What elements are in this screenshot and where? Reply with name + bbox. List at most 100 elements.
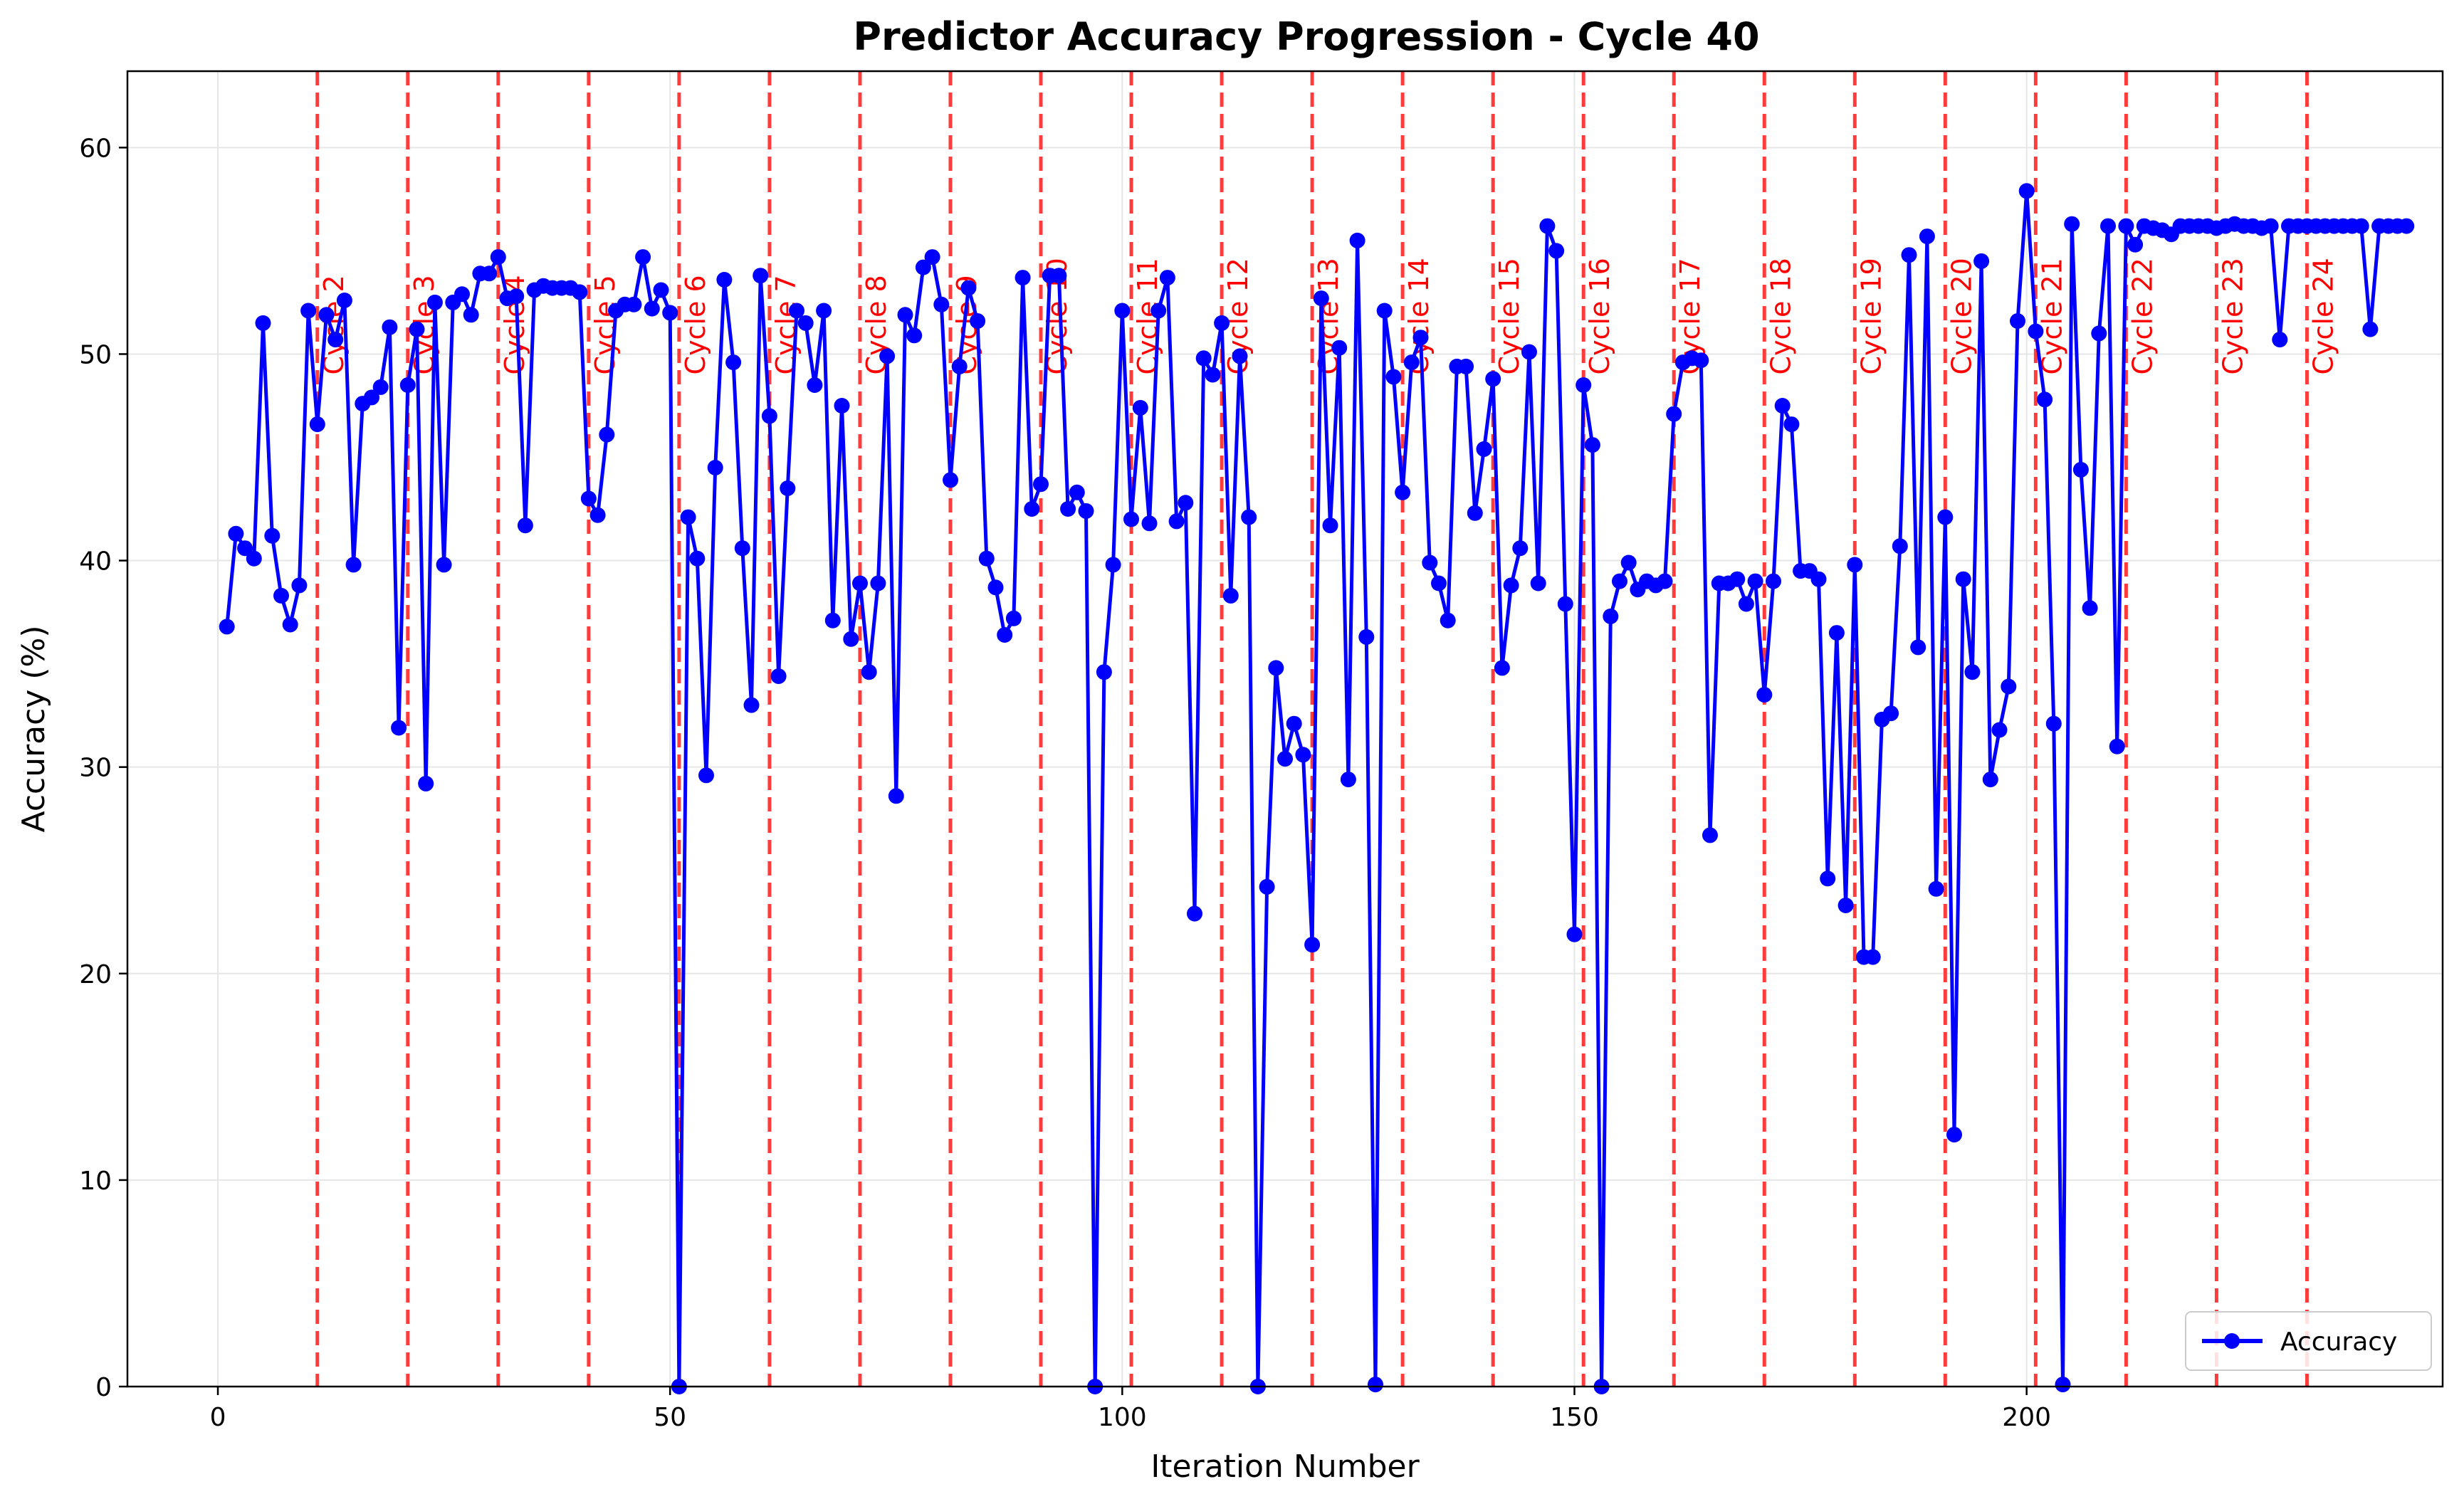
data-point [743, 697, 760, 713]
data-point [2082, 600, 2098, 616]
data-point [1901, 247, 1917, 263]
data-point [807, 377, 823, 393]
data-point [2045, 715, 2062, 732]
data-point [1828, 625, 1845, 641]
data-point [1123, 511, 1139, 527]
data-point [1005, 610, 1022, 626]
data-point [1431, 575, 1447, 591]
x-tick-label: 150 [1550, 1403, 1599, 1432]
data-point [870, 575, 886, 591]
cycle-markers: Cycle 2 Cycle 3 Cycle 4 Cycle 5 Cycle 6 Cycle… [315, 71, 2339, 1387]
data-point [1385, 369, 1402, 385]
data-point [1467, 505, 1483, 521]
data-point [915, 259, 931, 275]
data-point [1214, 315, 1230, 331]
data-point [1837, 898, 1854, 913]
data-point [399, 377, 416, 393]
data-point [707, 460, 723, 475]
data-point [960, 280, 977, 296]
data-point [1259, 878, 1275, 895]
data-point [1187, 905, 1202, 922]
data-point [1612, 573, 1627, 589]
data-point [1132, 399, 1148, 416]
y-axis-label: Accuracy (%) [16, 625, 52, 832]
cycle-marker-label: Cycle 16 [1584, 258, 1615, 374]
cycle-marker-label: Cycle 19 [1855, 258, 1887, 374]
cycle-marker-label: Cycle 23 [2217, 258, 2248, 374]
data-point [626, 296, 642, 312]
data-point [2127, 236, 2144, 253]
data-point [1810, 571, 1827, 587]
data-point [1304, 937, 1321, 953]
data-point [978, 550, 995, 567]
data-point [273, 587, 289, 604]
data-point [2010, 313, 2025, 329]
data-point [599, 426, 615, 443]
data-point [1738, 596, 1754, 612]
data-point [1322, 517, 1338, 534]
data-point [897, 307, 913, 323]
data-point [1865, 949, 1881, 965]
series-accuracy [219, 183, 2415, 1394]
data-point [2362, 321, 2379, 337]
data-point [1512, 540, 1529, 557]
data-point [327, 332, 344, 348]
x-tick-label: 200 [2002, 1403, 2051, 1432]
data-point [644, 300, 660, 317]
data-point [1069, 484, 1085, 500]
data-point [1783, 416, 1800, 433]
data-point [725, 354, 742, 371]
data-point [1458, 358, 1474, 374]
data-point [906, 327, 923, 344]
x-tick-label: 50 [654, 1403, 686, 1432]
data-point [454, 286, 470, 303]
axis-ticks: 0 50 100 150 200 0 10 20 30 40 50 60 [79, 134, 2051, 1432]
data-point [1159, 270, 1175, 286]
data-point [1412, 330, 1429, 346]
data-point [1494, 660, 1510, 676]
data-point [336, 293, 352, 308]
data-point [680, 509, 696, 525]
data-point [1241, 509, 1257, 525]
data-point [970, 313, 986, 329]
data-point [1150, 303, 1167, 319]
data-point [1566, 926, 1583, 942]
data-point [1286, 715, 1302, 732]
data-point [2072, 461, 2089, 478]
data-point [1883, 705, 1899, 722]
data-point [1657, 573, 1673, 589]
data-point [282, 616, 298, 633]
data-point [1195, 350, 1212, 367]
data-point [879, 348, 896, 364]
data-point [1096, 664, 1112, 680]
y-tick-label: 0 [95, 1373, 112, 1402]
legend-box [2185, 1311, 2432, 1371]
data-point [824, 612, 841, 629]
data-point [635, 249, 651, 265]
data-point [816, 303, 832, 319]
data-point [1982, 772, 1998, 788]
data-point [2091, 325, 2107, 342]
data-point [834, 398, 850, 414]
legend: Accuracy [2185, 1311, 2432, 1371]
data-point [653, 282, 669, 298]
data-point [2109, 738, 2125, 754]
data-point [300, 303, 317, 319]
data-point [1747, 573, 1763, 589]
data-point [1015, 270, 1031, 286]
data-point [1892, 538, 1908, 554]
data-point [1991, 722, 2008, 738]
x-tick-label: 0 [210, 1403, 226, 1432]
data-point [2353, 218, 2369, 234]
data-point [1603, 608, 1619, 624]
data-point [1440, 612, 1456, 629]
data-point [508, 288, 525, 305]
legend-marker [2224, 1333, 2240, 1349]
data-point [1268, 660, 1284, 676]
data-point [2055, 1377, 2071, 1393]
data-point [933, 296, 950, 312]
data-point [481, 265, 498, 282]
data-point [734, 540, 750, 557]
data-point [1576, 377, 1592, 393]
